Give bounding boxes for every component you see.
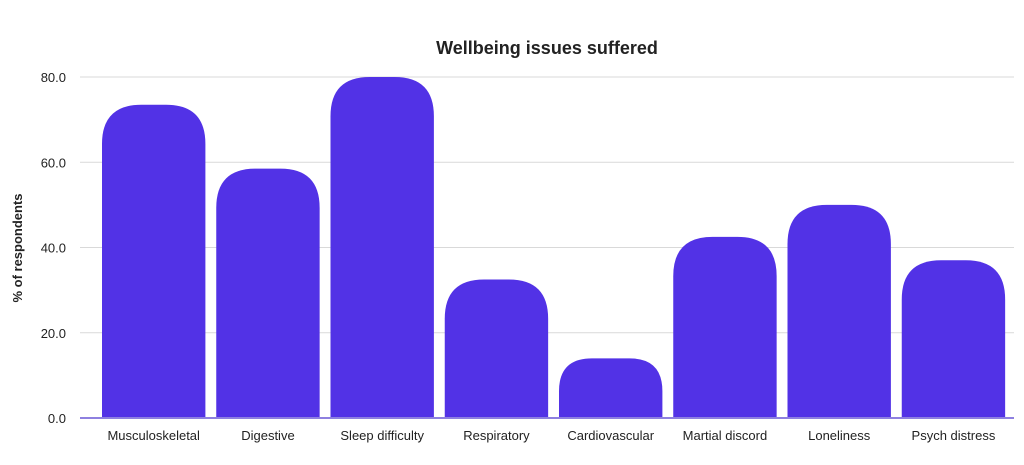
x-tick-label: Loneliness <box>808 428 871 443</box>
bar-psych-distress <box>901 260 1006 418</box>
y-axis-label: % of respondents <box>10 193 25 302</box>
x-axis-labels: Musculoskeletal Digestive Sleep difficulty… <box>107 428 995 443</box>
y-tick-label: 0.0 <box>48 411 66 426</box>
chart-title: Wellbeing issues suffered <box>436 38 658 58</box>
bars <box>102 77 1006 419</box>
bar-loneliness <box>787 204 891 418</box>
y-tick-label: 40.0 <box>41 241 66 256</box>
y-tick-label: 60.0 <box>41 155 66 170</box>
x-tick-label: Musculoskeletal <box>107 428 200 443</box>
x-tick-label: Sleep difficulty <box>340 428 424 443</box>
x-tick-label: Respiratory <box>463 428 530 443</box>
y-axis-ticks: 0.0 20.0 40.0 60.0 80.0 <box>41 70 66 426</box>
bar-cardiovascular <box>559 358 663 418</box>
bar-sleep-difficulty <box>330 77 434 418</box>
x-tick-label: Digestive <box>241 428 294 443</box>
bar-martial-discord <box>673 236 777 418</box>
bar-musculoskeletal <box>102 104 206 419</box>
y-tick-label: 20.0 <box>41 326 66 341</box>
bar-respiratory <box>444 279 549 418</box>
x-tick-label: Martial discord <box>683 428 768 443</box>
x-tick-label: Psych distress <box>912 428 996 443</box>
y-tick-label: 80.0 <box>41 70 66 85</box>
x-tick-label: Cardiovascular <box>567 428 654 443</box>
bar-digestive <box>216 168 320 418</box>
